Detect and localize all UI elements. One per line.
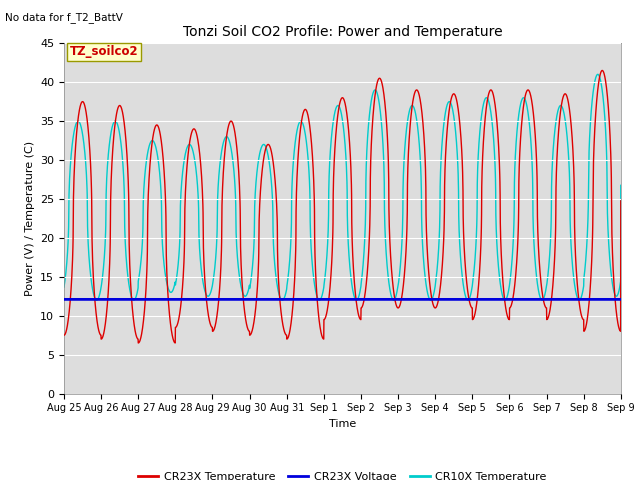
Text: TZ_soilco2: TZ_soilco2 [70,46,138,59]
Title: Tonzi Soil CO2 Profile: Power and Temperature: Tonzi Soil CO2 Profile: Power and Temper… [182,25,502,39]
Legend: CR23X Temperature, CR23X Voltage, CR10X Temperature: CR23X Temperature, CR23X Voltage, CR10X … [134,467,551,480]
X-axis label: Time: Time [329,419,356,429]
Y-axis label: Power (V) / Temperature (C): Power (V) / Temperature (C) [24,141,35,296]
Text: No data for f_T2_BattV: No data for f_T2_BattV [5,12,123,23]
